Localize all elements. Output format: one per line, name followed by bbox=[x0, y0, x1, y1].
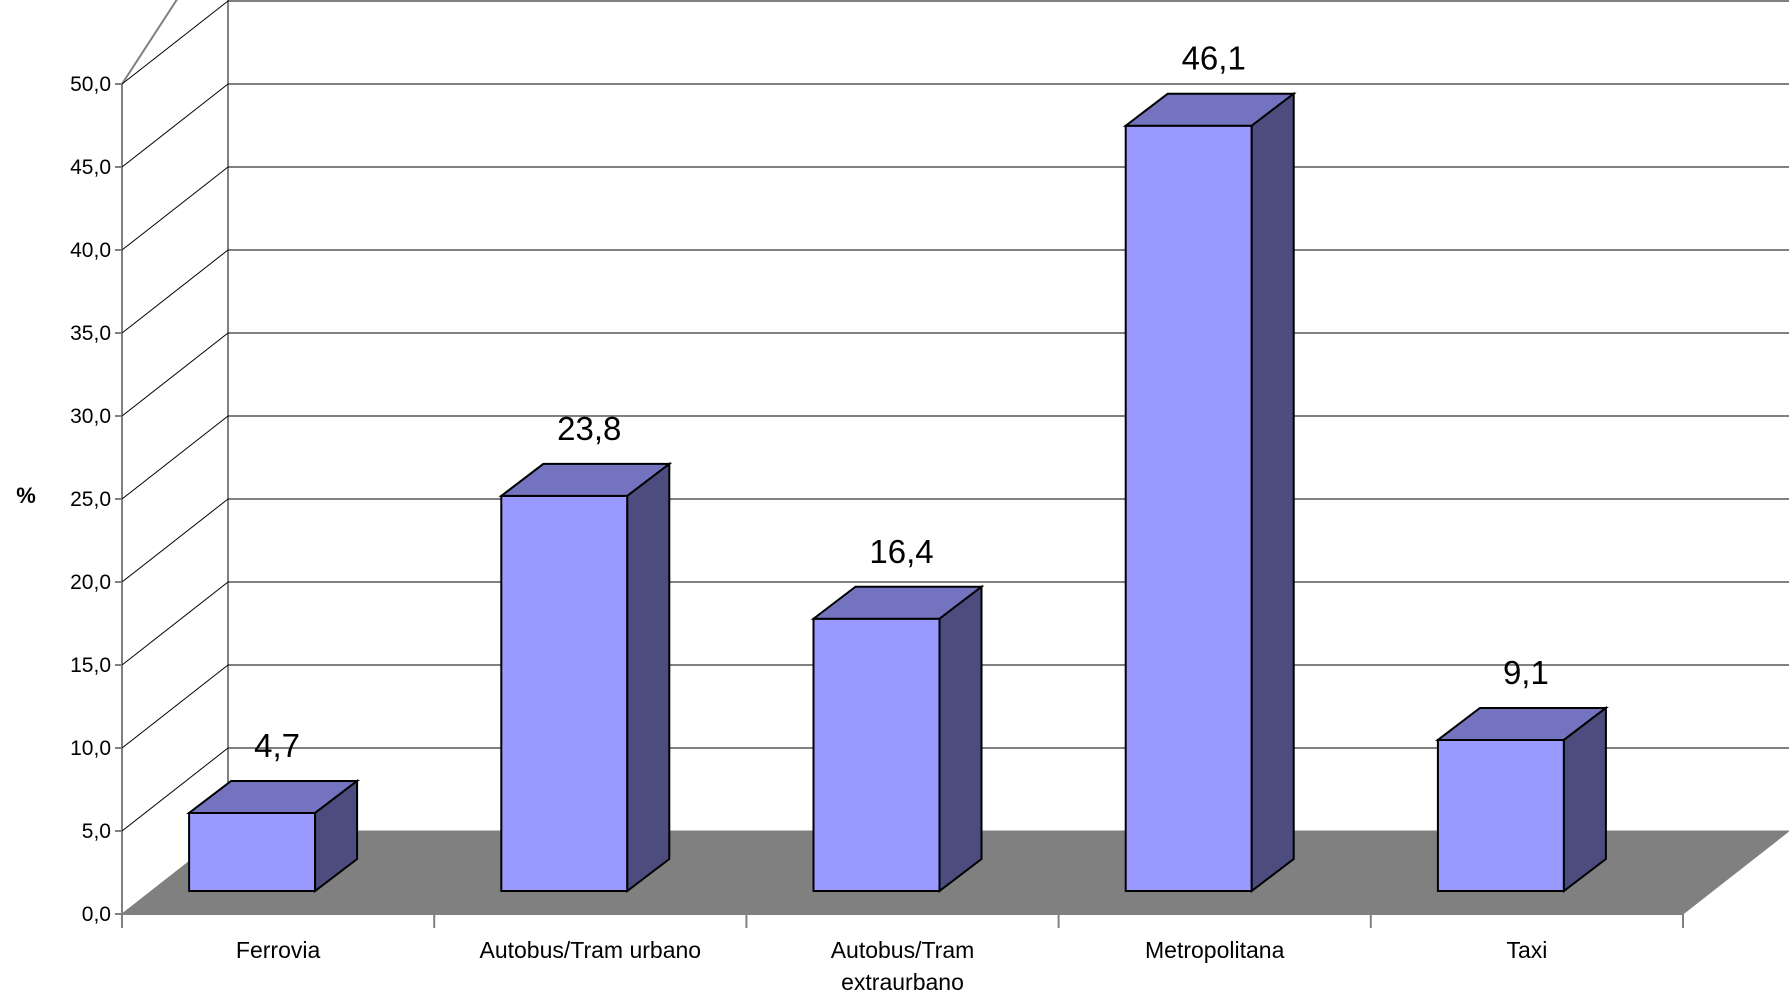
y-axis-ticks: 0,0 5,0 10,0 15,0 20,0 25,0 30,0 35,0 40,0 45,0 50… bbox=[70, 73, 122, 926]
bar bbox=[1434, 705, 1609, 894]
bar bbox=[498, 461, 673, 894]
bar bbox=[810, 584, 985, 894]
gridline-side bbox=[121, 747, 229, 832]
bar bbox=[1122, 91, 1297, 894]
data-label: 9,1 bbox=[1503, 654, 1549, 691]
bar-side bbox=[314, 778, 359, 894]
bar-side bbox=[938, 584, 983, 894]
data-label: 46,1 bbox=[1182, 40, 1246, 77]
bar bbox=[186, 778, 361, 894]
y-tick-label: 40,0 bbox=[70, 239, 111, 262]
x-tick-label: Ferrovia bbox=[236, 937, 321, 963]
bar-front bbox=[500, 494, 629, 892]
gridlines bbox=[121, 0, 1789, 832]
bar-front bbox=[1436, 738, 1565, 892]
bar-front bbox=[188, 811, 317, 892]
y-tick-label: 5,0 bbox=[82, 820, 111, 843]
y-tick-label: 20,0 bbox=[70, 571, 111, 594]
data-label: 16,4 bbox=[869, 533, 933, 570]
y-tick-label: 25,0 bbox=[70, 488, 111, 511]
gridline-side bbox=[121, 581, 229, 666]
bar-front bbox=[1124, 124, 1253, 893]
data-label: 4,7 bbox=[254, 727, 300, 764]
gridline-side bbox=[121, 166, 229, 251]
bar-side bbox=[1562, 705, 1607, 894]
y-tick-label: 45,0 bbox=[70, 156, 111, 179]
x-tick-label: Autobus/Tram extraurbano bbox=[831, 937, 975, 995]
x-axis: Ferrovia Autobus/Tram urbano Autobus/Tram e… bbox=[121, 913, 1684, 995]
bar-side bbox=[626, 461, 671, 894]
y-tick-label: 30,0 bbox=[70, 405, 111, 428]
y-tick-label: 0,0 bbox=[82, 903, 111, 926]
gridline-side bbox=[121, 664, 229, 749]
data-labels: 4,7 23,8 16,4 46,1 9,1 bbox=[254, 40, 1549, 764]
bar-side bbox=[1250, 91, 1295, 894]
bars bbox=[186, 91, 1609, 894]
gridline-side bbox=[121, 249, 229, 334]
x-tick-label: Taxi bbox=[1506, 937, 1547, 963]
gridline-side bbox=[121, 332, 229, 417]
gridline-side bbox=[121, 415, 229, 500]
bar-front bbox=[812, 617, 941, 892]
y-tick-label: 10,0 bbox=[70, 737, 111, 760]
y-tick-label: 35,0 bbox=[70, 322, 111, 345]
y-axis-label: % bbox=[16, 483, 36, 508]
y-tick-label: 50,0 bbox=[70, 73, 111, 96]
side-wall-top-edge bbox=[121, 0, 178, 85]
gridline-side bbox=[121, 83, 229, 168]
y-tick-label: 15,0 bbox=[70, 654, 111, 677]
gridline-side bbox=[121, 0, 229, 85]
data-label: 23,8 bbox=[557, 410, 621, 447]
x-tick-label: Metropolitana bbox=[1145, 937, 1285, 963]
x-tick-label: Autobus/Tram urbano bbox=[479, 937, 701, 963]
gridline-side bbox=[121, 498, 229, 583]
